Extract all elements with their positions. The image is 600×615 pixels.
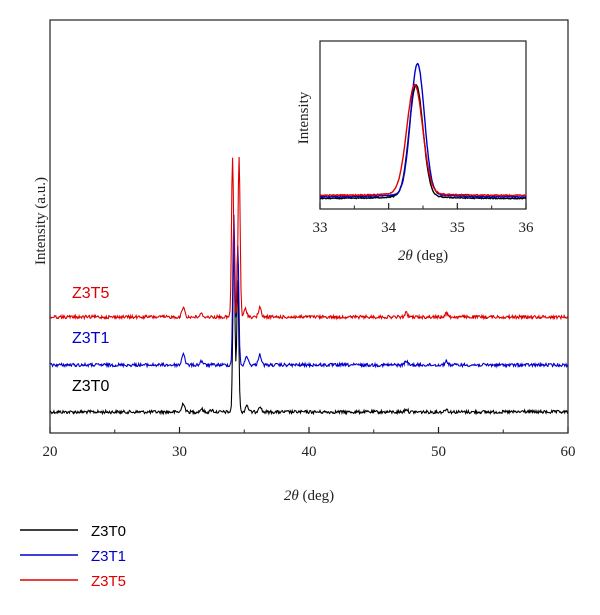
main-x-tick-label: 60 — [561, 444, 576, 460]
main-x-axis-unit: (deg) — [299, 488, 334, 504]
inset-x-axis-unit: (deg) — [413, 248, 448, 264]
inset-x-tick-label: 34 — [381, 220, 397, 236]
inset-x-tick-label: 33 — [313, 220, 328, 236]
main-x-tick-label: 30 — [172, 444, 187, 460]
inset-x-tick-label: 36 — [519, 220, 535, 236]
inset-y-axis-title: Intensity — [296, 91, 312, 144]
main-x-axis-var: 2θ — [284, 488, 300, 504]
main-x-axis-title: 2θ (deg) — [284, 488, 334, 504]
inset-x-ticks: 33 34 35 36 — [313, 203, 535, 236]
main-x-ticks: 20 30 40 50 60 — [43, 427, 576, 460]
inset-x-tick-label: 35 — [450, 220, 465, 236]
inset-series-line-z3t5 — [319, 83, 527, 197]
inset-x-axis-title: 2θ (deg) — [398, 248, 448, 264]
inset-series-line-z3t1 — [319, 62, 527, 199]
main-series-group — [49, 156, 569, 416]
main-x-tick-label: 50 — [431, 444, 446, 460]
legend: Z3T0 Z3T1 Z3T5 — [20, 523, 126, 590]
series-label-z3t5: Z3T5 — [72, 285, 109, 302]
series-line-z3t5 — [49, 156, 569, 321]
main-x-tick-label: 40 — [302, 444, 317, 460]
series-line-z3t0 — [49, 246, 569, 416]
legend-label-z3t1: Z3T1 — [91, 548, 126, 565]
series-label-z3t1: Z3T1 — [72, 330, 109, 347]
main-y-axis-title: Intensity (a.u.) — [33, 177, 49, 265]
inset-series-group — [319, 62, 527, 200]
legend-label-z3t5: Z3T5 — [91, 573, 126, 590]
legend-label-z3t0: Z3T0 — [91, 523, 126, 540]
series-label-z3t0: Z3T0 — [72, 378, 109, 395]
series-line-z3t1 — [49, 214, 569, 369]
main-x-tick-label: 20 — [43, 444, 58, 460]
inset-x-axis-var: 2θ — [398, 248, 414, 264]
